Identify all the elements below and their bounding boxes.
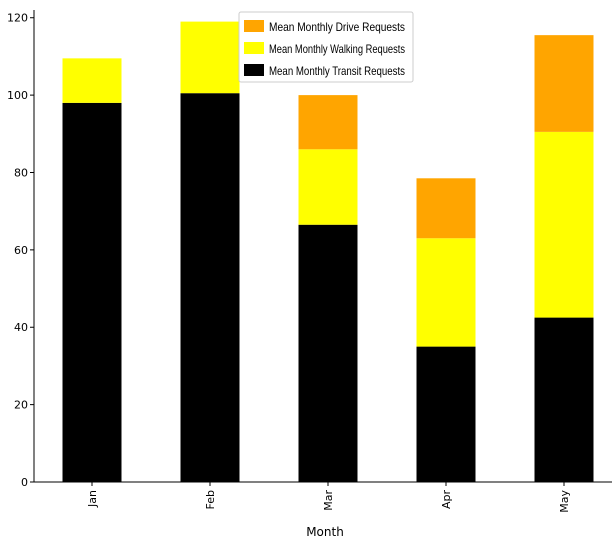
x-tick-label-may: May	[558, 490, 571, 513]
x-tick-labels: Jan Feb Mar Apr May	[86, 482, 571, 513]
bar-mar-mean-monthly-walking-requests	[298, 149, 358, 225]
x-tick-label-apr: Apr	[440, 490, 453, 510]
bar-feb-mean-monthly-transit-requests	[180, 93, 240, 482]
y-tick-label: 0	[21, 476, 28, 489]
y-tick-label: 100	[7, 89, 28, 102]
x-tick-label-jan: Jan	[86, 490, 99, 508]
legend-swatch-mean-monthly-walking-requests	[244, 42, 264, 54]
bar-jan-mean-monthly-transit-requests	[62, 102, 122, 482]
bar-may-mean-monthly-walking-requests	[534, 131, 594, 318]
bar-may-mean-monthly-transit-requests	[534, 317, 594, 482]
legend-label-mean-monthly-walking-requests: Mean Monthly Walking Requests	[269, 42, 405, 56]
x-tick-label-feb: Feb	[204, 490, 217, 509]
bar-apr-mean-monthly-walking-requests	[416, 238, 476, 347]
legend: Mean Monthly Drive Requests Mean Monthly …	[238, 11, 414, 83]
bar-jan-mean-monthly-walking-requests	[62, 58, 122, 103]
bar-mar-mean-monthly-transit-requests	[298, 224, 358, 482]
axes-layer	[33, 10, 612, 483]
legend-label-mean-monthly-drive-requests: Mean Monthly Drive Requests	[269, 20, 405, 34]
legend-box	[238, 11, 414, 83]
bars-layer	[62, 21, 594, 482]
y-tick-label: 40	[14, 321, 28, 334]
legend-label-mean-monthly-transit-requests: Mean Monthly Transit Requests	[269, 64, 405, 78]
bar-mar-mean-monthly-drive-requests	[298, 95, 358, 150]
y-tick-label: 120	[7, 12, 28, 25]
legend-swatch-mean-monthly-transit-requests	[244, 64, 264, 76]
y-tick-label: 60	[14, 244, 28, 257]
x-axis-title: Month	[306, 525, 344, 538]
bar-apr-mean-monthly-transit-requests	[416, 346, 476, 482]
x-tick-label-mar: Mar	[322, 490, 335, 511]
bar-apr-mean-monthly-drive-requests	[416, 178, 476, 239]
y-tick-label: 20	[14, 399, 28, 412]
bar-may-mean-monthly-drive-requests	[534, 35, 594, 132]
legend-swatch-mean-monthly-drive-requests	[244, 20, 264, 32]
y-tick-labels: 0 20 40 60 80 100 120	[7, 12, 34, 489]
bar-feb-mean-monthly-walking-requests	[180, 21, 240, 94]
y-tick-label: 80	[14, 166, 28, 179]
